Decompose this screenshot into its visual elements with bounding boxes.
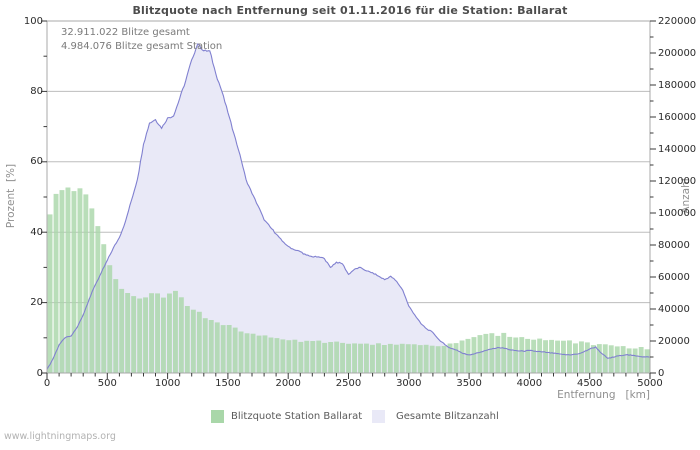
x-tick-label: 4500 — [576, 378, 603, 389]
legend-label-quote: Blitzquote Station Ballarat — [231, 411, 363, 422]
x-tick-label: 5000 — [637, 378, 663, 389]
legend-swatch-quote — [211, 410, 224, 423]
x-tick-label: 0 — [43, 378, 51, 389]
chart-title: Blitzquote nach Entfernung seit 01.11.20… — [132, 4, 568, 17]
legend-swatch-total — [372, 410, 385, 423]
y-right-tick-label: 160000 — [658, 111, 697, 123]
y-right-tick-label: 120000 — [658, 175, 697, 187]
y-right-tick-label: 100000 — [658, 207, 697, 219]
x-tick-label: 3500 — [456, 378, 482, 389]
annotation-total-lightning: 32.911.022 Blitze gesamt — [61, 27, 190, 38]
y-right-tick-label: 140000 — [658, 143, 697, 155]
x-tick-label: 3000 — [396, 378, 422, 389]
legend-label-total: Gesamte Blitzanzahl — [396, 411, 499, 422]
y-right-tick-label: 80000 — [658, 239, 690, 251]
x-axis-title: Entfernung [km] — [557, 389, 650, 401]
y-left-tick-label: 20 — [30, 297, 43, 309]
y-right-tick-label: 20000 — [658, 335, 690, 347]
watermark: www.lightningmaps.org — [4, 431, 116, 442]
y-left-tick-label: 60 — [30, 156, 43, 168]
y-right-tick-label: 180000 — [658, 79, 697, 91]
y-right-tick-label: 0 — [658, 367, 665, 379]
y-left-tick-label: 80 — [30, 85, 43, 97]
x-tick-label: 4000 — [516, 378, 543, 389]
x-tick-label: 1500 — [215, 378, 241, 389]
y-axis-right-title: Anzahl — [680, 178, 692, 214]
y-left-tick-label: 100 — [23, 15, 43, 27]
y-right-tick-label: 200000 — [658, 47, 697, 59]
y-right-tick-label: 60000 — [658, 271, 690, 283]
x-tick-label: 2500 — [335, 378, 362, 389]
x-tick-label: 2000 — [275, 378, 301, 389]
x-tick-label: 1000 — [154, 378, 181, 389]
y-right-tick-label: 220000 — [658, 15, 697, 27]
y-left-tick-label: 0 — [36, 367, 43, 379]
y-right-tick-label: 40000 — [658, 303, 690, 315]
x-tick-label: 500 — [97, 378, 117, 389]
annotation-station-lightning: 4.984.076 Blitze gesamt Station — [61, 41, 223, 52]
y-left-tick-label: 40 — [30, 226, 43, 238]
